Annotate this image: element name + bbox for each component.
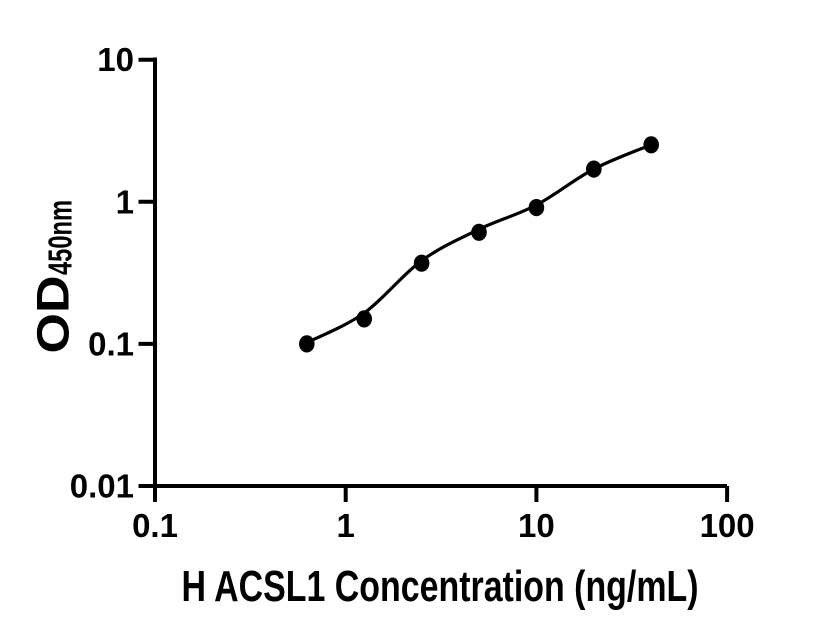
x-axis-title: H ACSL1 Concentration (ng/mL)	[182, 562, 699, 611]
data-points	[299, 136, 659, 353]
data-point	[586, 160, 602, 178]
data-point	[643, 136, 659, 154]
x-axis-tick-label: 1	[337, 507, 355, 544]
data-point	[471, 223, 487, 241]
y-axis-tick-label: 1	[116, 183, 134, 220]
data-point	[356, 310, 373, 328]
y-axis-title: OD 450nm	[28, 200, 79, 354]
y-axis-tick-label: 0.01	[70, 468, 134, 505]
y-axis-tick-label: 0.1	[88, 325, 134, 362]
data-point	[299, 335, 315, 353]
x-axis-tick-label: 0.1	[132, 507, 178, 544]
y-axis-title-subscript: 450nm	[42, 200, 79, 275]
data-point	[413, 254, 430, 272]
y-axis-tick-label: 10	[97, 41, 134, 78]
data-point	[528, 199, 545, 217]
x-axis-tick-label: 10	[518, 507, 555, 544]
x-axis-tick-label: 100	[700, 507, 755, 544]
y-axis-title-main: OD	[28, 276, 79, 354]
